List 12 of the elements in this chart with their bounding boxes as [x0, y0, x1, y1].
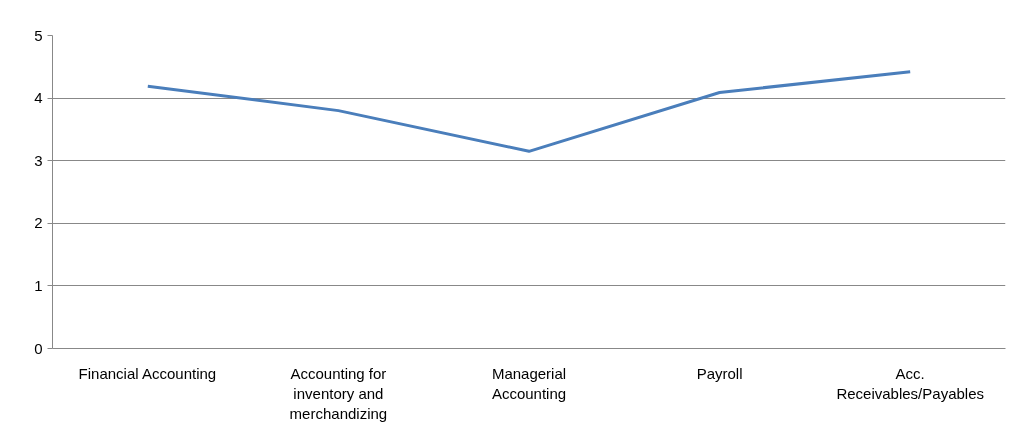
x-tick-label: Payroll: [696, 364, 743, 382]
y-tick-label: 3: [34, 151, 43, 169]
y-tick-label: 0: [34, 339, 43, 357]
x-tick-label: Managerial Accounting: [491, 364, 567, 402]
x-tick-label: Acc. Receivables/Payables: [836, 364, 984, 402]
y-tick-label: 1: [34, 276, 43, 294]
line-series: [146, 70, 912, 153]
y-tick-label: 4: [34, 89, 43, 107]
y-tick-label: 5: [34, 26, 43, 44]
x-tick-label: Financial Accounting: [78, 364, 217, 382]
x-tick-label: Accounting for inventory and merchandizing: [289, 364, 388, 423]
y-tick-label: 2: [34, 214, 43, 232]
